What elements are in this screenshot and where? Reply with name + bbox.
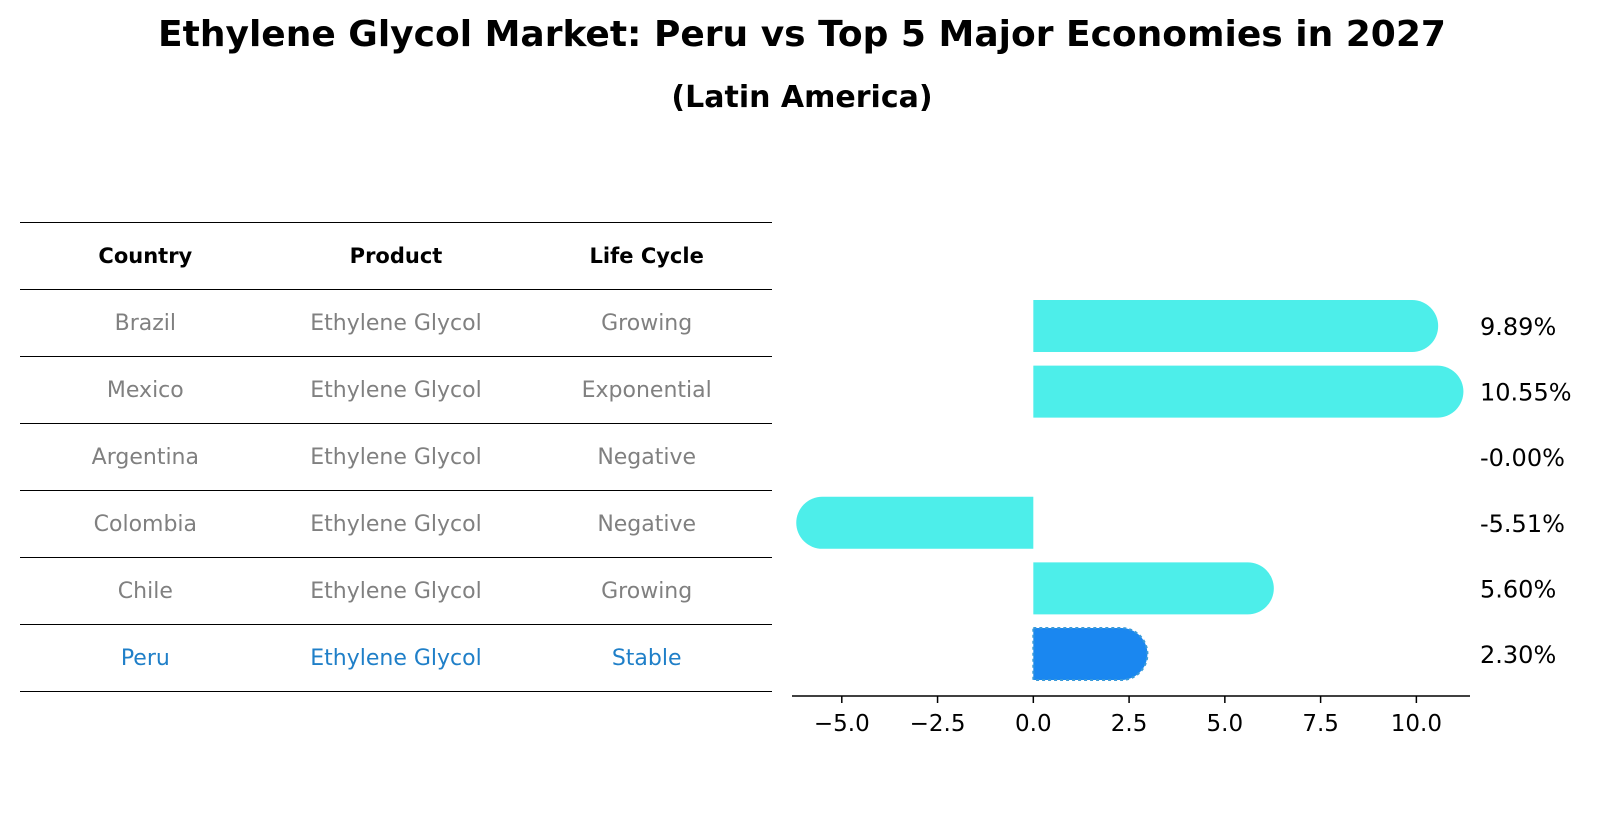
cell-product: Ethylene Glycol: [310, 645, 482, 671]
value-label: 5.60%: [1480, 575, 1556, 603]
chart-subtitle: (Latin America): [671, 80, 933, 115]
cell-product: Ethylene Glycol: [310, 578, 482, 604]
x-tick-label: 7.5: [1302, 711, 1339, 737]
table-row: Argentina Ethylene Glycol Negative: [20, 423, 772, 490]
table-row-highlight: Peru Ethylene Glycol Stable: [20, 624, 772, 692]
table-row: Colombia Ethylene Glycol Negative: [20, 490, 772, 557]
x-tick-label: 10.0: [1391, 711, 1442, 737]
country-table: Country Product Life Cycle Brazil Ethyle…: [20, 222, 772, 692]
header-life-cycle: Life Cycle: [589, 244, 704, 268]
x-tick-label: 5.0: [1207, 711, 1244, 737]
header-country: Country: [98, 244, 193, 268]
x-tick-label: −5.0: [814, 711, 870, 737]
cell-life-cycle: Stable: [611, 645, 682, 671]
table-row: Mexico Ethylene Glycol Exponential: [20, 356, 772, 423]
x-tick-label: −2.5: [910, 711, 966, 737]
value-label: -5.51%: [1480, 510, 1565, 538]
bar-mexico: [1033, 365, 1464, 418]
x-tick-label: 0.0: [1015, 711, 1052, 737]
cell-country: Chile: [117, 578, 173, 604]
table-row: Chile Ethylene Glycol Growing: [20, 557, 772, 624]
cell-country: Peru: [120, 645, 170, 671]
bar-colombia: [796, 496, 1034, 549]
cell-product: Ethylene Glycol: [310, 511, 482, 537]
cell-life-cycle: Negative: [597, 444, 697, 470]
cell-country: Mexico: [106, 377, 184, 403]
value-label: 10.55%: [1480, 379, 1572, 407]
value-label: -0.00%: [1480, 444, 1565, 472]
cell-life-cycle: Growing: [601, 578, 693, 604]
table-header-row: Country Product Life Cycle: [20, 222, 772, 289]
chart-title: Ethylene Glycol Market: Peru vs Top 5 Ma…: [158, 14, 1446, 55]
cell-country: Brazil: [114, 310, 177, 336]
cell-life-cycle: Exponential: [581, 377, 712, 403]
cell-product: Ethylene Glycol: [310, 377, 482, 403]
table-row: Brazil Ethylene Glycol Growing: [20, 289, 772, 356]
value-label: 9.89%: [1480, 313, 1556, 341]
bar-peru: [1032, 627, 1149, 681]
bar-chile: [1033, 562, 1274, 615]
cell-country: Colombia: [93, 511, 198, 537]
cell-product: Ethylene Glycol: [310, 444, 482, 470]
cell-country: Argentina: [91, 444, 199, 470]
cell-product: Ethylene Glycol: [310, 310, 482, 336]
value-label: 2.30%: [1480, 641, 1556, 669]
x-tick-label: 2.5: [1111, 711, 1148, 737]
header-product: Product: [349, 244, 443, 268]
cell-life-cycle: Growing: [601, 310, 693, 336]
bar-brazil: [1033, 300, 1439, 352]
cell-life-cycle: Negative: [597, 511, 697, 537]
